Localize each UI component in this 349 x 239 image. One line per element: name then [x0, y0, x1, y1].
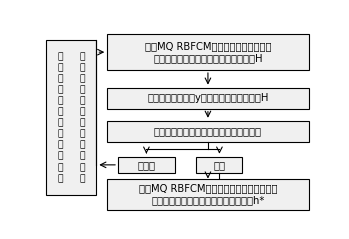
Text: 令自由面上各点的y坐标等于该点的总水头H: 令自由面上各点的y坐标等于该点的总水头H [147, 93, 269, 103]
Text: 检查所求自由面是否收敛于给定精度之下: 检查所求自由面是否收敛于给定精度之下 [154, 126, 262, 136]
Text: 收敛: 收敛 [214, 160, 225, 170]
FancyBboxPatch shape [107, 179, 309, 210]
Text: 利用MQ RBFCM稳态渗流分析模型求解
饱和区控制域内及边界上的点的总水头H: 利用MQ RBFCM稳态渗流分析模型求解 饱和区控制域内及边界上的点的总水头H [145, 41, 271, 63]
FancyBboxPatch shape [107, 34, 309, 70]
Text: 所
求
总
水
头
为
新
的
初
始
条
件: 所 求 总 水 头 为 新 的 初 始 条 件 [58, 52, 63, 183]
FancyBboxPatch shape [107, 121, 309, 142]
Text: 利用MQ RBFCM稳态渗流分析模型求解非饱
和区控制域内及边界上的点的压力水头h*: 利用MQ RBFCM稳态渗流分析模型求解非饱 和区控制域内及边界上的点的压力水头… [139, 183, 277, 206]
FancyBboxPatch shape [107, 87, 309, 109]
Text: 未收敛: 未收敛 [138, 160, 155, 170]
Text: 令
所
求
自
由
面
为
新
自
由
面
，: 令 所 求 自 由 面 为 新 自 由 面 ， [80, 52, 85, 183]
FancyBboxPatch shape [46, 40, 96, 195]
FancyBboxPatch shape [118, 157, 175, 173]
FancyBboxPatch shape [196, 157, 243, 173]
